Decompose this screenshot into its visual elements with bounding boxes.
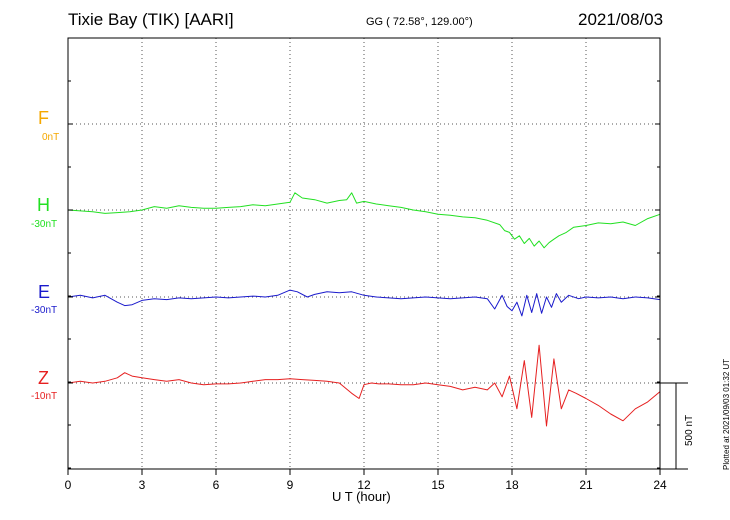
x-tick-label: 9 [287,478,294,492]
component-base-h: -30nT [31,219,58,230]
component-base-z: -10nT [31,391,58,402]
x-tick-label: 15 [431,478,445,492]
scale-bar-label: 500 nT [684,414,695,446]
series-line-z [67,344,661,427]
x-tick-label: 24 [653,478,667,492]
scale-bar [660,382,688,470]
component-label-e: E [38,282,51,302]
x-tick-label: 6 [213,478,220,492]
plotted-timestamp: Plotted at 2021/09/03 01:32 UT [722,358,730,470]
component-label-f: F [38,108,49,128]
x-tick-label: 12 [357,478,371,492]
x-tick-label: 0 [65,478,72,492]
series-line-e [67,289,661,317]
grid-layer [68,38,660,469]
component-base-e: -30nT [31,305,58,316]
tick-layer: 0 3 6 9 12 15 18 21 24 [65,80,667,492]
component-label-h: H [37,195,50,215]
component-base-f: 0nT [42,132,60,143]
series-line-h [67,192,661,249]
coordinates-label: GG ( 72.58°, 129.00°) [366,16,473,28]
component-label-z: Z [38,368,49,388]
x-tick-label: 3 [139,478,146,492]
x-tick-label: 21 [579,478,593,492]
x-tick-label: 18 [505,478,519,492]
x-axis-label: U T (hour) [332,489,391,504]
series-layer [67,192,661,427]
date-label: 2021/08/03 [578,10,664,29]
station-title: Tixie Bay (TIK) [AARI] [68,10,234,29]
